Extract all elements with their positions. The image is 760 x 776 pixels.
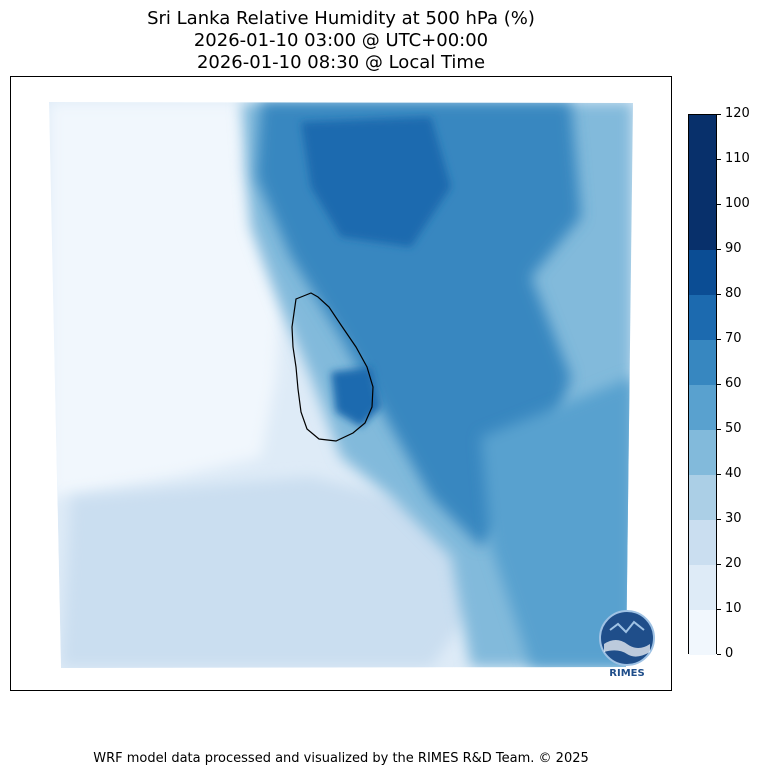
colorbar-tick-label: 90 xyxy=(725,241,742,256)
colorbar-band xyxy=(689,520,716,565)
colorbar-tick xyxy=(717,204,721,205)
title-line-3: 2026-01-10 08:30 @ Local Time xyxy=(196,52,486,73)
humidity-band-southeast xyxy=(481,377,633,667)
colorbar-tick xyxy=(717,564,721,565)
colorbar-band xyxy=(689,385,716,430)
colorbar-tick-label: 120 xyxy=(725,106,750,121)
rimes-logo-icon: RIMES xyxy=(599,610,655,679)
colorbar-band xyxy=(689,205,716,250)
colorbar-tick-label: 30 xyxy=(725,511,742,526)
colorbar-tick-label: 50 xyxy=(725,421,742,436)
colorbar-band xyxy=(689,565,716,610)
colorbar-tick-label: 80 xyxy=(725,286,742,301)
sri-lanka-coastline xyxy=(291,292,374,442)
colorbar-band xyxy=(689,475,716,520)
humidity-map xyxy=(49,102,633,668)
humidity-band-island-core xyxy=(331,367,381,427)
title-line-1: Sri Lanka Relative Humidity at 500 hPa (… xyxy=(147,8,535,29)
humidity-band-north-core xyxy=(301,117,451,247)
humidity-band-low-west xyxy=(49,102,281,497)
logo-label: RIMES xyxy=(609,668,644,679)
colorbar-tick xyxy=(717,474,721,475)
colorbar-tick-label: 110 xyxy=(725,151,750,166)
colorbar-tick-label: 0 xyxy=(725,646,734,661)
colorbar-tick xyxy=(717,429,721,430)
humidity-band-south xyxy=(61,477,481,667)
colorbar-tick xyxy=(717,159,721,160)
colorbar-tick-label: 40 xyxy=(725,466,742,481)
colorbar-tick-label: 100 xyxy=(725,196,750,211)
colorbar-tick xyxy=(717,294,721,295)
colorbar-tick xyxy=(717,519,721,520)
colorbar-tick-label: 60 xyxy=(725,376,742,391)
colorbar-band xyxy=(689,295,716,340)
colorbar-band xyxy=(689,610,716,655)
colorbar-tick xyxy=(717,249,721,250)
colorbar-band xyxy=(689,160,716,205)
colorbar-band xyxy=(689,340,716,385)
colorbar-tick xyxy=(717,609,721,610)
colorbar-tick xyxy=(717,114,721,115)
title-line-2: 2026-01-10 03:00 @ UTC+00:00 xyxy=(193,30,489,51)
footer-credit: WRF model data processed and visualized … xyxy=(93,751,589,766)
colorbar-tick xyxy=(717,384,721,385)
map-plot-area xyxy=(10,76,672,691)
colorbar-tick-label: 20 xyxy=(725,556,742,571)
colorbar-tick-label: 70 xyxy=(725,331,742,346)
colorbar-tick xyxy=(717,654,721,655)
colorbar xyxy=(688,114,717,655)
colorbar-band xyxy=(689,250,716,295)
colorbar-tick-label: 10 xyxy=(725,601,742,616)
colorbar-tick xyxy=(717,339,721,340)
colorbar-band xyxy=(689,430,716,475)
colorbar-band xyxy=(689,115,716,160)
